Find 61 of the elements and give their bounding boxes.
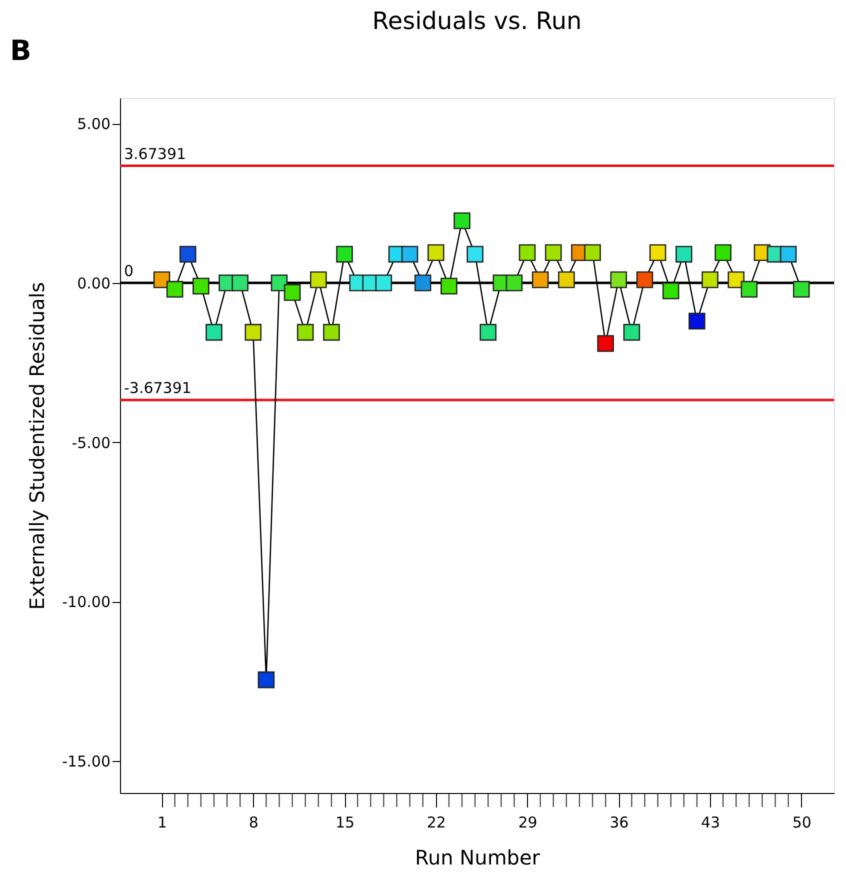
point [728,271,744,288]
y-tick-label: 5.00 [77,115,110,134]
point [480,324,496,341]
point [296,324,314,341]
point [792,280,810,298]
point [623,324,640,341]
point [192,278,210,294]
point [270,274,288,292]
point [310,271,327,288]
ref-line-label: 0 [124,262,134,280]
x-tick-label: 36 [610,814,629,832]
x-axis-title: Run Number [414,846,541,870]
x-tick-label: 1 [157,814,168,832]
x-tick-label: 50 [792,814,812,832]
point [740,280,758,298]
x-tick-label: 8 [248,814,258,832]
point [323,324,340,341]
point [780,246,797,263]
y-tick-label: -5.00 [72,434,110,452]
point [466,246,484,263]
point [401,246,418,263]
point [244,324,262,341]
point [532,271,549,288]
point [714,244,732,262]
ref-line-label: -3.67391 [124,379,192,398]
point [166,280,184,298]
x-tick-label: 43 [700,814,720,832]
x-tick-label: 29 [518,814,538,832]
point [649,244,666,262]
point [597,335,614,352]
x-tick-label: 22 [426,814,446,832]
point [440,278,458,294]
point [584,244,601,262]
ref-line-label: 3.67391 [124,144,186,163]
point [375,274,392,292]
point [454,212,470,230]
point [688,312,706,330]
point [336,246,353,263]
point [518,244,536,262]
y-axis-title: Externally Studentized Residuals [25,282,50,610]
point [206,324,222,341]
point [506,274,523,292]
point [544,244,562,262]
point [662,282,680,300]
point [179,246,196,263]
point [284,284,301,301]
point [702,271,718,288]
point [558,271,575,288]
text: B [10,34,32,67]
y-tick-label: -15.00 [62,752,110,771]
point [636,271,654,288]
x-tick-label: 15 [335,814,355,832]
chart-title: Residuals vs. Run [372,7,582,35]
y-tick-label: -10.00 [62,593,110,612]
point [258,671,275,688]
point [427,244,444,262]
point [232,274,248,292]
point [610,271,628,288]
y-tick-label: 0.00 [77,274,110,292]
point [675,246,692,263]
point [414,274,432,292]
